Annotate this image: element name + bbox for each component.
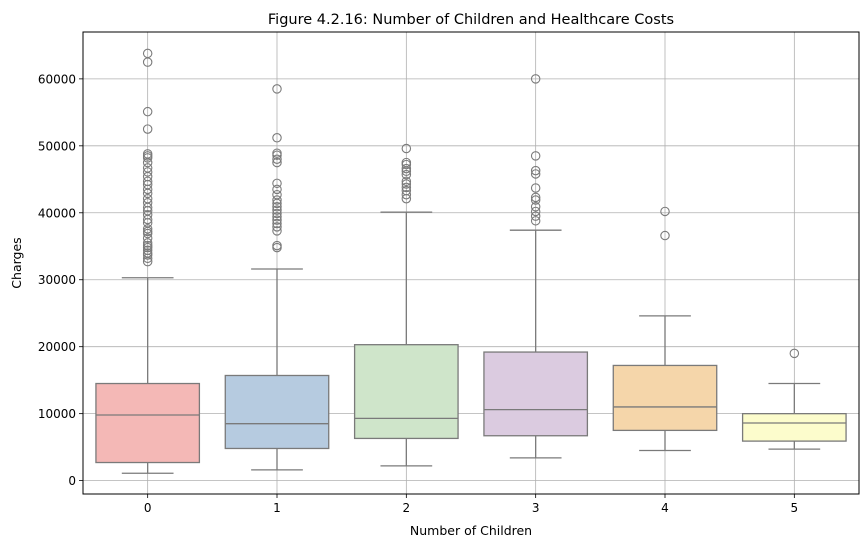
outlier-point (142, 167, 153, 177)
chart-title: Figure 4.2.16: Number of Children and He… (268, 12, 674, 28)
y-tick-label: 20000 (38, 340, 76, 354)
box-iqr (612, 364, 718, 432)
y-tick-label: 40000 (38, 206, 76, 220)
outlier-point (272, 178, 282, 189)
outlier-point (272, 222, 282, 232)
outlier-point (272, 189, 282, 200)
outlier-point (401, 182, 412, 193)
outlier-point (272, 195, 282, 205)
box-group-1 (224, 84, 330, 471)
outlier-point (272, 205, 282, 215)
outlier-point (142, 106, 153, 117)
outlier-point (142, 238, 153, 248)
outlier-point (272, 184, 282, 195)
outlier-point (530, 206, 541, 217)
outlier-point (272, 240, 282, 251)
y-ticks: 0 10000 20000 30000 40000 50000 60000 (38, 72, 83, 488)
outlier-point (142, 124, 153, 134)
outlier-point (401, 157, 412, 168)
x-tick-label: 1 (273, 501, 281, 515)
outlier-point (401, 189, 412, 200)
outlier-point (530, 165, 541, 176)
outlier-point (272, 154, 282, 164)
outlier-point (789, 348, 800, 359)
box-group-5 (741, 348, 847, 450)
outlier-point (530, 216, 541, 226)
outlier-point (401, 163, 412, 174)
outlier-point (530, 211, 541, 221)
box-iqr (741, 413, 847, 442)
box-group-4 (612, 206, 718, 452)
outlier-point (272, 84, 282, 94)
outlier-point (142, 149, 153, 159)
outlier-point (142, 163, 153, 173)
boxes (95, 48, 847, 474)
box-group-2 (353, 143, 459, 467)
outlier-point (142, 210, 153, 220)
outlier-point (272, 157, 282, 168)
outlier-point (272, 226, 282, 236)
box-iqr (353, 344, 459, 440)
x-tick-label: 5 (791, 501, 799, 515)
outlier-point (142, 224, 153, 234)
outlier-point (142, 240, 153, 251)
outlier-point (272, 202, 282, 212)
x-axis-label: Number of Children (410, 523, 532, 538)
x-tick-label: 0 (144, 501, 152, 515)
outlier-point (272, 133, 282, 143)
outlier-point (401, 169, 412, 180)
outlier-point (272, 208, 282, 219)
outlier-point (272, 215, 282, 225)
grid (83, 32, 859, 494)
x-tick-label: 4 (661, 501, 669, 515)
outlier-point (142, 245, 153, 256)
y-tick-label: 10000 (38, 407, 76, 421)
x-tick-label: 2 (403, 501, 411, 515)
box-iqr (224, 374, 330, 450)
outlier-point (142, 233, 153, 243)
outlier-point (530, 195, 541, 205)
box-group-3 (483, 74, 589, 459)
outlier-point (142, 176, 153, 187)
box-group-0 (95, 48, 201, 474)
x-ticks: 0 1 2 3 4 5 (144, 494, 798, 515)
outlier-point (530, 192, 541, 203)
y-axis-label: Charges (9, 237, 24, 288)
outlier-point (272, 212, 282, 222)
outlier-point (530, 74, 541, 84)
outlier-point (530, 169, 541, 179)
outlier-point (530, 202, 541, 212)
outlier-point (401, 143, 412, 154)
outlier-point (401, 176, 412, 187)
outlier-point (142, 248, 153, 258)
y-tick-label: 60000 (38, 72, 76, 86)
x-tick-label: 3 (532, 501, 540, 515)
box-iqr (483, 351, 589, 437)
y-tick-label: 30000 (38, 273, 76, 287)
y-tick-label: 0 (68, 474, 76, 488)
outlier-point (142, 197, 153, 208)
y-tick-label: 50000 (38, 139, 76, 153)
outlier-point (660, 230, 670, 241)
outlier-point (272, 148, 282, 158)
outlier-point (401, 185, 412, 196)
outlier-point (660, 206, 670, 217)
plot-frame (82, 31, 860, 495)
outlier-point (530, 151, 541, 161)
outlier-point (142, 193, 153, 204)
outlier-point (401, 179, 412, 189)
outlier-point (142, 48, 153, 59)
outlier-point (272, 218, 282, 229)
outlier-point (530, 183, 541, 193)
box-iqr (95, 382, 201, 464)
